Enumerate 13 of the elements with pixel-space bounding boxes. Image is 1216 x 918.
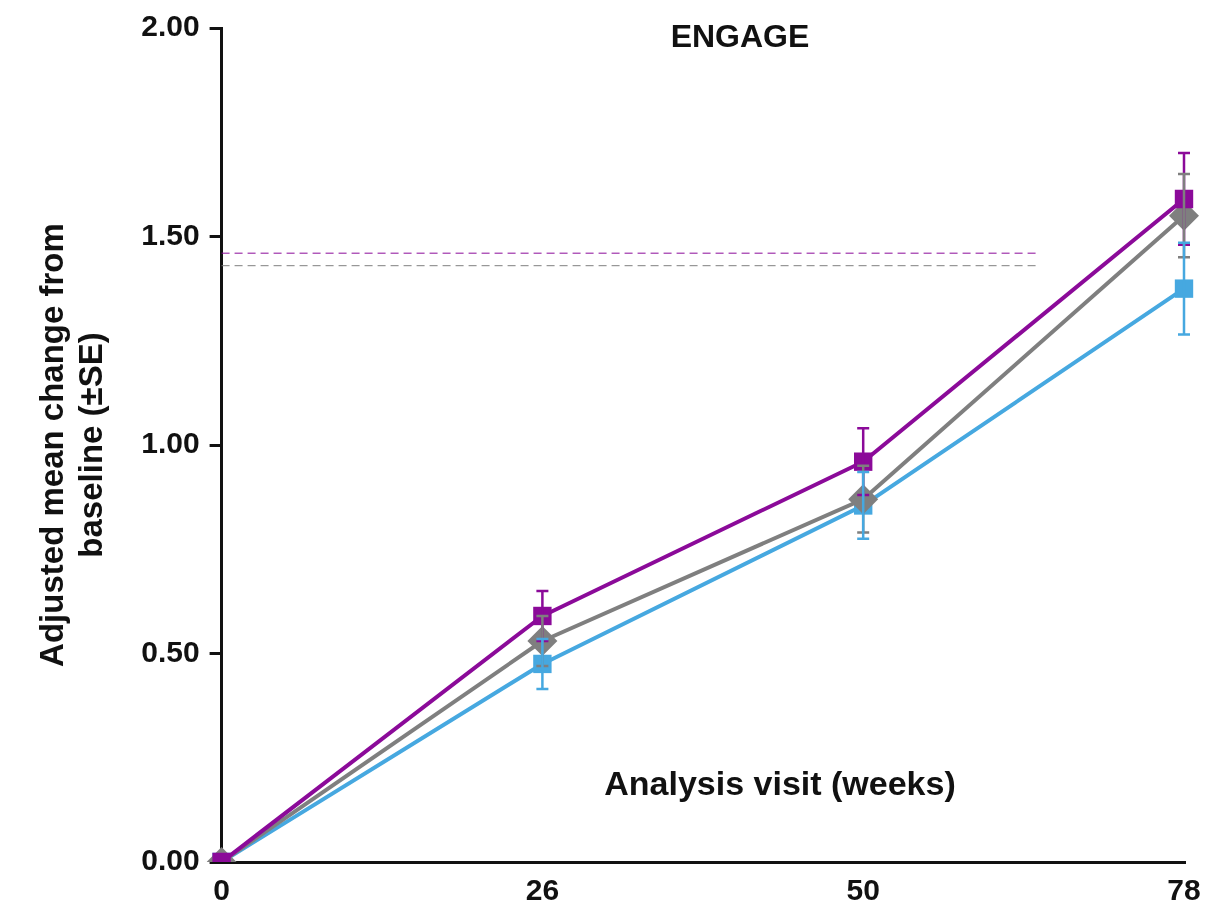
y-tick-label: 0.00 bbox=[141, 843, 200, 877]
y-tick-label: 2.00 bbox=[141, 9, 200, 43]
y-tick-label: 1.00 bbox=[141, 426, 200, 460]
x-tick-label: 50 bbox=[846, 873, 880, 907]
y-axis-title: Adjusted mean change from baseline (±SE) bbox=[32, 223, 110, 667]
chart-title: ENGAGE bbox=[670, 17, 810, 54]
point bbox=[1174, 279, 1194, 298]
y-tick-label: 1.50 bbox=[141, 217, 200, 251]
x-tick-label: 0 bbox=[213, 873, 230, 907]
x-tick-label: 78 bbox=[1167, 873, 1201, 907]
x-tick-label: 26 bbox=[525, 873, 560, 907]
x-axis-title: Analysis visit (weeks) bbox=[604, 764, 956, 803]
y-tick-label: 0.50 bbox=[141, 634, 200, 668]
